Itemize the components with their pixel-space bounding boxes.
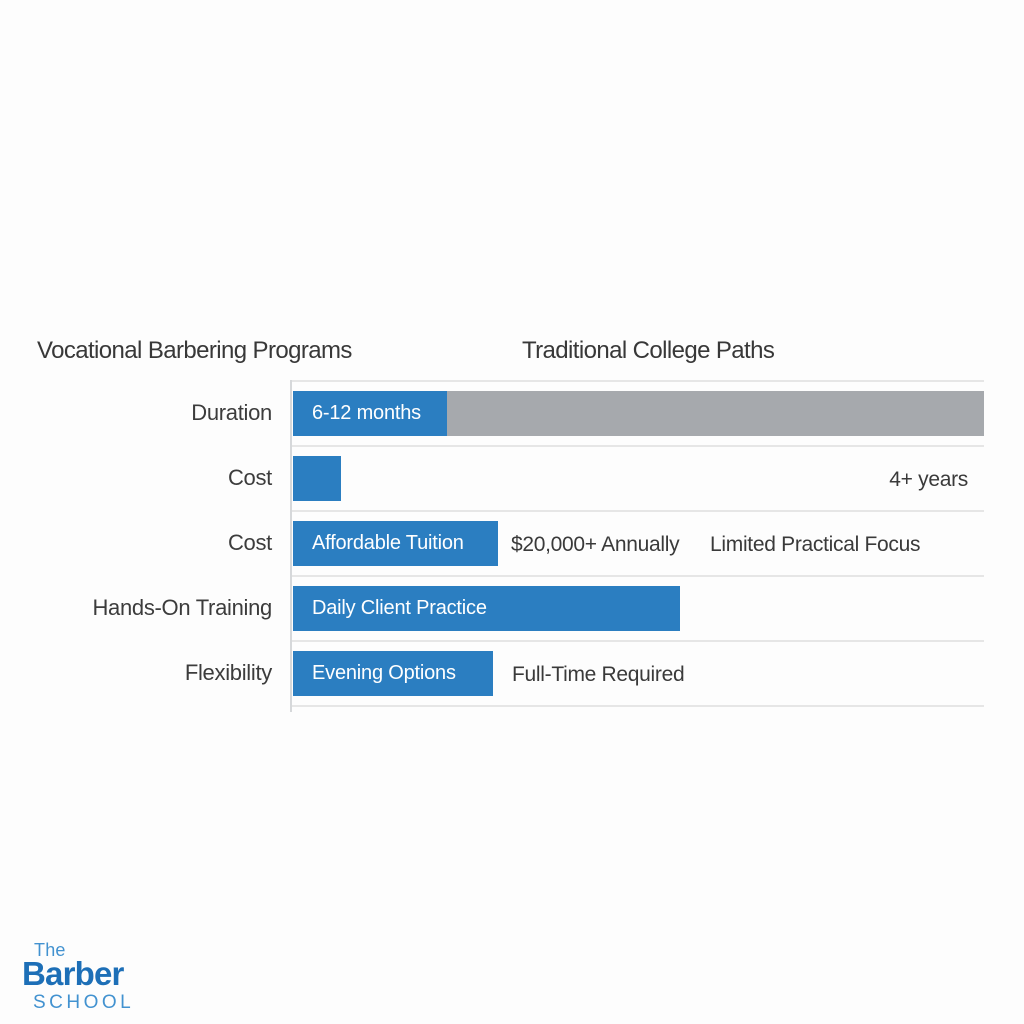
row-label-cost-1: Cost: [227, 465, 272, 490]
chart-row-duration: 6-12 months: [291, 382, 984, 447]
row-label-duration: Duration: [191, 400, 272, 425]
left-column-header: Vocational Barbering Programs: [37, 337, 352, 364]
bar-vocational-hands-on-training: Daily Client Practice: [293, 586, 680, 631]
bar-vocational-cost-2: Affordable Tuition: [293, 521, 498, 566]
bar-traditional-duration: [447, 391, 984, 436]
bar-label-duration: 6-12 months: [312, 402, 421, 424]
bar-label-affordable-tuition: Affordable Tuition: [312, 532, 464, 554]
note-traditional-annual-cost: $20,000+ Annually: [511, 533, 680, 556]
chart-row-cost-2: Affordable Tuition $20,000+ Annually Lim…: [291, 512, 984, 577]
bar-vocational-duration: 6-12 months: [293, 391, 447, 436]
note-traditional-full-time-required: Full-Time Required: [512, 663, 685, 686]
y-axis-line: [290, 380, 292, 712]
bar-vocational-cost-1: [293, 456, 341, 501]
barber-school-logo: The Barber SCHOOL: [22, 941, 134, 1012]
chart-row-cost-1: 4+ years: [291, 447, 984, 512]
row-label-cost-2: Cost: [227, 530, 272, 555]
chart-row-hands-on-training: Daily Client Practice: [291, 577, 984, 642]
bar-vocational-flexibility: Evening Options: [293, 651, 493, 696]
right-column-header: Traditional College Paths: [522, 337, 775, 364]
logo-the-text: The: [34, 940, 66, 960]
bar-label-evening-options: Evening Options: [312, 662, 456, 684]
note-traditional-4-plus-years: 4+ years: [889, 468, 968, 491]
row-label-flexibility: Flexibility: [184, 660, 272, 685]
note-traditional-limited-practical-focus: Limited Practical Focus: [710, 533, 921, 556]
row-label-hands-on-training: Hands-On Training: [92, 595, 272, 620]
chart-row-flexibility: Evening Options Full-Time Required: [291, 642, 984, 707]
comparison-chart: 6-12 months 4+ years Affordable Tuition …: [290, 380, 984, 712]
logo-school-text: SCHOOL: [33, 992, 135, 1013]
bar-label-daily-client-practice: Daily Client Practice: [312, 597, 487, 619]
logo-barber-text: Barber: [22, 955, 124, 992]
